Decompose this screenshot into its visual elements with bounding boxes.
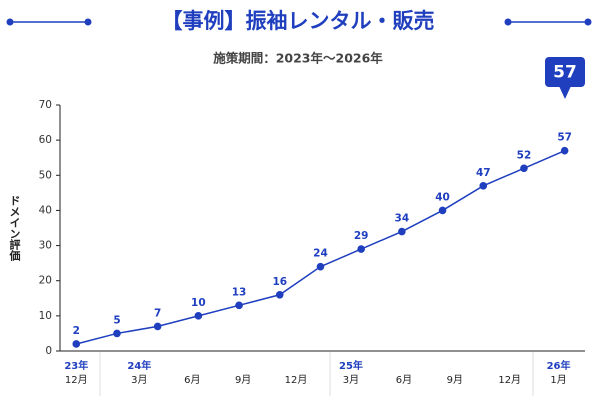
point bbox=[153, 322, 162, 331]
point bbox=[194, 312, 203, 320]
value-label: 5 bbox=[113, 314, 120, 326]
callout-label: 57 bbox=[553, 63, 577, 83]
y-axis-label: ドメイン評価 bbox=[8, 195, 22, 262]
x-tick-year: 26年 bbox=[547, 359, 571, 372]
callout: 57 bbox=[545, 57, 585, 99]
x-tick-label: 6月 bbox=[396, 374, 412, 386]
value-label: 16 bbox=[272, 276, 287, 288]
value-label: 2 bbox=[73, 325, 80, 337]
y-tick-label: 40 bbox=[39, 204, 52, 216]
x-tick-label: 12月 bbox=[498, 374, 521, 386]
value-label: 57 bbox=[557, 132, 572, 144]
x-tick-label: 9月 bbox=[447, 374, 463, 386]
x-tick-label: 6月 bbox=[184, 374, 200, 386]
point bbox=[560, 146, 569, 155]
value-label: 7 bbox=[154, 307, 161, 319]
y-tick-label: 0 bbox=[45, 345, 52, 357]
y-tick-label: 60 bbox=[39, 134, 52, 146]
y-tick-label: 70 bbox=[39, 99, 52, 111]
point bbox=[520, 164, 528, 173]
x-tick-label: 12月 bbox=[65, 374, 88, 386]
value-label: 13 bbox=[232, 286, 247, 298]
y-tick-label: 10 bbox=[39, 310, 52, 322]
value-label: 29 bbox=[354, 230, 369, 242]
x-separators bbox=[99, 352, 534, 396]
point bbox=[72, 340, 81, 348]
point bbox=[438, 206, 447, 215]
x-tick-year: 25年 bbox=[339, 359, 363, 372]
x-tick-label: 12月 bbox=[285, 374, 308, 386]
y-tick-label: 20 bbox=[39, 275, 52, 287]
point bbox=[113, 329, 121, 338]
chart-subtitle: 施策期間：2023年〜2026年 bbox=[213, 51, 383, 66]
x-tick-year: 23年 bbox=[64, 359, 88, 372]
point bbox=[357, 245, 365, 253]
chart-title: 【事例】振袖レンタル・販売 bbox=[162, 9, 435, 33]
point bbox=[398, 227, 406, 236]
x-tick-label: 3月 bbox=[343, 374, 359, 386]
value-label: 52 bbox=[517, 149, 532, 161]
value-label: 10 bbox=[191, 297, 206, 309]
y-tick-label: 50 bbox=[39, 169, 52, 181]
x-tick-label: 1月 bbox=[550, 374, 566, 386]
title-decor bbox=[6, 18, 592, 26]
value-label: 47 bbox=[476, 167, 491, 179]
point bbox=[316, 262, 325, 271]
value-label: 40 bbox=[435, 191, 450, 203]
x-tick-label: 9月 bbox=[235, 374, 251, 386]
value-label: 24 bbox=[313, 248, 328, 260]
point bbox=[479, 182, 488, 190]
point bbox=[235, 301, 243, 310]
value-label: 34 bbox=[395, 213, 410, 225]
x-tick-year: 24年 bbox=[127, 359, 151, 372]
x-tick-label: 3月 bbox=[131, 374, 147, 386]
y-tick-label: 30 bbox=[39, 240, 52, 252]
point bbox=[275, 290, 284, 299]
